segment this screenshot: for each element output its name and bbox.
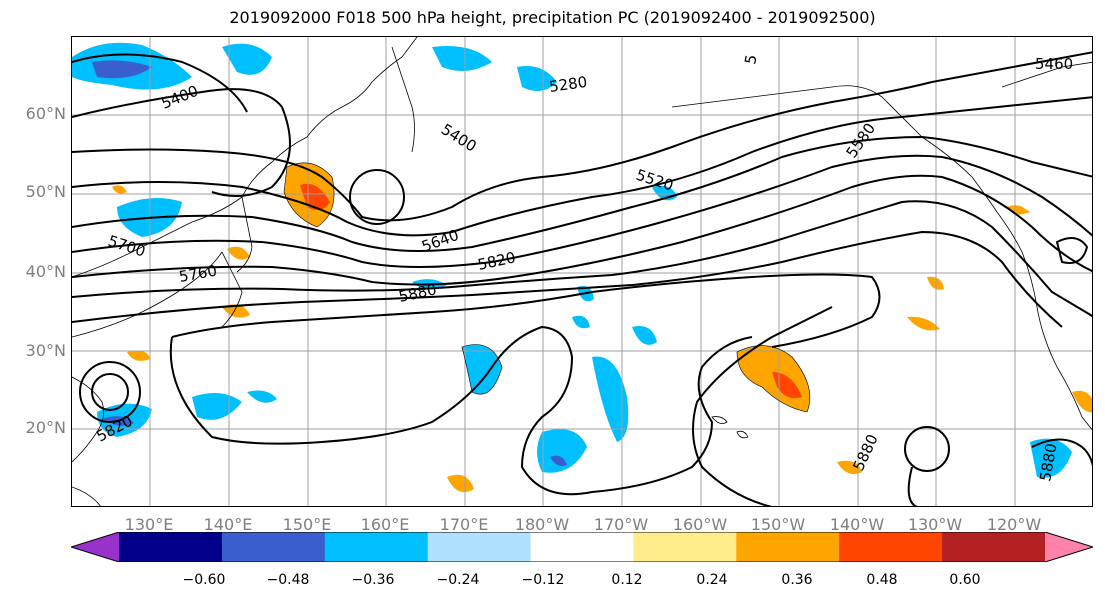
- colorbar-segment: [530, 532, 634, 562]
- colorbar-segment: [119, 532, 223, 562]
- colorbar-extend-high: [1045, 532, 1093, 562]
- contour-labels: 5400 5280 5400 5460 5520 5580 5640 5700 …: [93, 53, 1073, 483]
- colorbar-tick: 0.36: [781, 572, 813, 588]
- contour-label: 5580: [843, 120, 880, 162]
- lon-label-170e: 170°E: [439, 515, 489, 534]
- lon-label-150e: 150°E: [282, 515, 332, 534]
- colorbar-tick: 0.12: [611, 572, 643, 588]
- colorbar-tick: −0.24: [436, 572, 480, 588]
- colorbar-tick: 0.48: [866, 572, 898, 588]
- contour-label: 5820: [476, 248, 517, 274]
- colorbar-tick: −0.12: [521, 572, 565, 588]
- precip-outlines: [283, 162, 811, 413]
- colorbar-segment: [427, 532, 532, 562]
- graticule: [72, 37, 1092, 506]
- colorbar-tick: 0.60: [949, 572, 981, 588]
- contour-label: 5880: [849, 431, 881, 473]
- lat-label-20n: 20°N: [25, 418, 66, 437]
- contour-label: 5760: [178, 262, 219, 286]
- lat-label-50n: 50°N: [25, 182, 66, 201]
- lon-label-120w: 120°W: [986, 515, 1042, 534]
- lon-label-130w: 130°W: [907, 515, 963, 534]
- colorbar-segment: [839, 532, 943, 562]
- height-contours: [72, 51, 1092, 506]
- colorbar-segment: [736, 532, 840, 562]
- colorbar-extend-low: [71, 532, 119, 562]
- lon-label-150w: 150°W: [750, 515, 806, 534]
- map-title: 2019092000 F018 500 hPa height, precipit…: [229, 8, 876, 27]
- lat-label-30n: 30°N: [25, 341, 66, 360]
- contour-label: 5400: [438, 120, 480, 156]
- lon-label-130e: 130°E: [124, 515, 174, 534]
- lat-label-40n: 40°N: [25, 262, 66, 281]
- colorbar-segment: [221, 532, 326, 562]
- lon-label-140e: 140°E: [203, 515, 253, 534]
- lon-label-160w: 160°W: [672, 515, 728, 534]
- lon-label-170w: 170°W: [593, 515, 649, 534]
- colorbar-segment: [324, 532, 429, 562]
- map-panel: 5400 5280 5400 5460 5520 5580 5640 5700 …: [71, 36, 1093, 507]
- colorbar-tick: −0.36: [351, 572, 395, 588]
- colorbar-segment: [633, 532, 737, 562]
- colorbar-tick: −0.48: [266, 572, 310, 588]
- colorbar-tick: 0.24: [696, 572, 728, 588]
- lon-label-160e: 160°E: [360, 515, 410, 534]
- lon-label-140w: 140°W: [829, 515, 885, 534]
- colorbar-tick: −0.60: [182, 572, 226, 588]
- map-canvas: 5400 5280 5400 5460 5520 5580 5640 5700 …: [72, 37, 1092, 506]
- lon-label-180w: 180°W: [514, 515, 570, 534]
- precip-blue-mexico: [1030, 438, 1072, 478]
- colorbar: [71, 532, 1093, 562]
- contour-label: 5280: [548, 73, 588, 96]
- colorbar-segment: [942, 532, 1046, 562]
- precip-blue-subtropical: [592, 356, 629, 442]
- coastlines: [72, 37, 1092, 506]
- lat-label-60n: 60°N: [25, 104, 66, 123]
- contour-label: 5460: [1035, 55, 1073, 73]
- contour-label: 5: [741, 53, 760, 66]
